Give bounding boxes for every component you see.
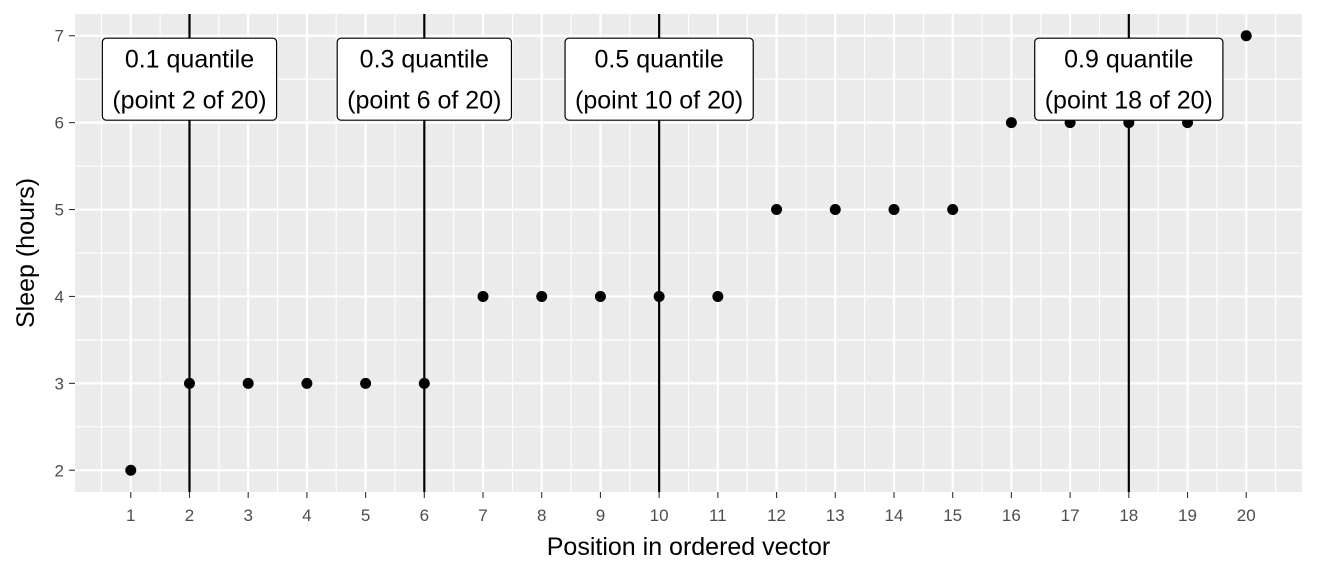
quantile-label-line2: (point 10 of 20) xyxy=(575,87,743,115)
quantile-label: 0.3 quantile (point 6 of 20) xyxy=(336,37,513,121)
x-tick-label: 10 xyxy=(650,506,669,525)
y-axis-ticks: 2 3 4 5 6 7 xyxy=(55,27,75,480)
data-point xyxy=(888,204,900,216)
x-tick-label: 14 xyxy=(885,506,904,525)
quantile-label-line1: 0.9 quantile xyxy=(1064,46,1193,74)
x-tick-label: 19 xyxy=(1178,506,1197,525)
x-tick-label: 18 xyxy=(1119,506,1138,525)
x-tick-label: 15 xyxy=(943,506,962,525)
quantile-label: 0.5 quantile (point 10 of 20) xyxy=(564,37,754,121)
data-point xyxy=(242,377,254,389)
x-tick-label: 7 xyxy=(478,506,487,525)
x-tick-label: 9 xyxy=(596,506,605,525)
quantile-label-line2: (point 6 of 20) xyxy=(347,87,501,115)
y-tick-label: 2 xyxy=(55,461,64,480)
data-point xyxy=(653,290,665,302)
quantile-label: 0.9 quantile (point 18 of 20) xyxy=(1034,37,1224,121)
data-point xyxy=(418,377,430,389)
x-tick-label: 12 xyxy=(767,506,786,525)
y-tick-label: 7 xyxy=(55,27,64,46)
quantile-label-line1: 0.1 quantile xyxy=(125,46,254,74)
data-point xyxy=(1005,117,1017,129)
data-point xyxy=(594,290,606,302)
x-tick-label: 17 xyxy=(1061,506,1080,525)
x-tick-label: 8 xyxy=(537,506,546,525)
y-tick-label: 4 xyxy=(55,287,64,306)
x-axis-title: Position in ordered vector xyxy=(547,533,830,561)
quantile-label-box xyxy=(1034,37,1224,121)
data-point xyxy=(536,290,548,302)
x-tick-label: 16 xyxy=(1002,506,1021,525)
data-points xyxy=(125,30,1252,476)
x-tick-label: 6 xyxy=(420,506,429,525)
x-axis-ticks: 1 2 3 4 5 6 7 8 9 10 11 12 13 14 15 16 17 18 19 20 xyxy=(126,492,1256,525)
x-tick-label: 2 xyxy=(185,506,194,525)
quantile-annotations: 0.1 quantile (point 2 of 20) 0.3 quantile (… xyxy=(101,37,1224,121)
quantile-label-box xyxy=(564,37,754,121)
x-tick-label: 20 xyxy=(1237,506,1256,525)
x-tick-label: 11 xyxy=(709,506,727,525)
data-point xyxy=(183,377,195,389)
quantile-label-box xyxy=(101,37,278,121)
data-point xyxy=(301,377,313,389)
y-tick-label: 3 xyxy=(55,374,64,393)
y-tick-label: 5 xyxy=(55,201,64,220)
data-point xyxy=(477,290,489,302)
quantile-label-line1: 0.5 quantile xyxy=(595,46,724,74)
quantile-label-line1: 0.3 quantile xyxy=(360,46,489,74)
quantile-label: 0.1 quantile (point 2 of 20) xyxy=(101,37,278,121)
data-point xyxy=(947,204,959,216)
x-tick-label: 4 xyxy=(302,506,311,525)
data-point xyxy=(829,204,841,216)
y-axis-title: Sleep (hours) xyxy=(12,178,40,328)
quantile-label-box xyxy=(336,37,513,121)
data-point xyxy=(125,464,137,476)
y-tick-label: 6 xyxy=(55,114,64,133)
quantile-label-line2: (point 2 of 20) xyxy=(112,87,266,115)
x-tick-label: 5 xyxy=(361,506,370,525)
x-tick-label: 13 xyxy=(826,506,845,525)
x-tick-label: 1 xyxy=(126,506,135,525)
data-point xyxy=(1240,30,1252,42)
data-point xyxy=(712,290,724,302)
quantile-label-line2: (point 18 of 20) xyxy=(1045,87,1213,115)
data-point xyxy=(360,377,372,389)
data-point xyxy=(771,204,783,216)
x-tick-label: 3 xyxy=(243,506,252,525)
